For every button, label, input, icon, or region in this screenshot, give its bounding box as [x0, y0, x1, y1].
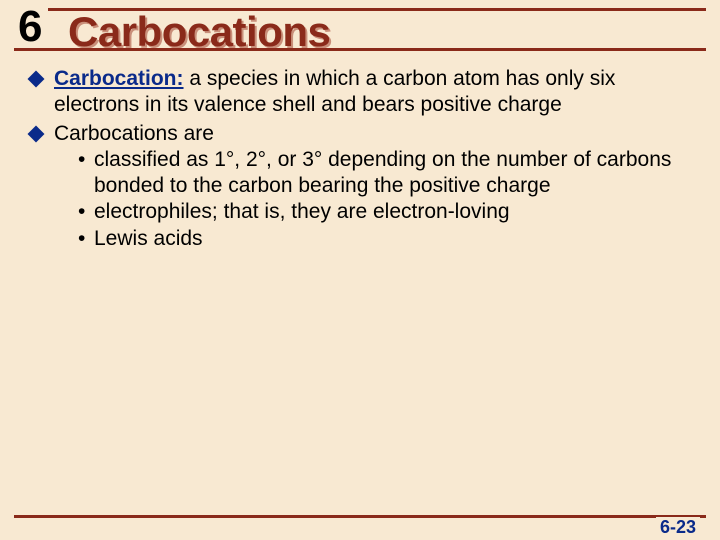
- diamond-bullet-icon: [28, 125, 45, 142]
- slide: 6 Carbocations Carbocation: a species in…: [0, 0, 720, 540]
- sub-text: electrophiles; that is, they are electro…: [94, 199, 690, 225]
- dot-bullet-icon: •: [78, 199, 94, 225]
- dot-bullet-icon: •: [78, 147, 94, 173]
- chapter-number: 6: [14, 5, 48, 49]
- bullet-lead-text: Carbocations are: [54, 122, 214, 145]
- sub-text: Lewis acids: [94, 226, 690, 252]
- content-area: Carbocation: a species in which a carbon…: [30, 66, 690, 254]
- bullet-item: Carbocation: a species in which a carbon…: [30, 66, 690, 119]
- bullet-text: Carbocations are • classified as 1°, 2°,…: [54, 121, 690, 252]
- header-rule-bottom: [14, 48, 706, 51]
- page-number: 6-23: [656, 517, 700, 538]
- sub-item: • Lewis acids: [78, 226, 690, 252]
- term: Carbocation:: [54, 67, 184, 90]
- sub-item: • electrophiles; that is, they are elect…: [78, 199, 690, 225]
- sub-item: • classified as 1°, 2°, or 3° depending …: [78, 147, 690, 200]
- sub-list: • classified as 1°, 2°, or 3° depending …: [78, 147, 690, 252]
- bullet-text: Carbocation: a species in which a carbon…: [54, 66, 690, 119]
- footer-rule: [14, 515, 706, 518]
- diamond-bullet-icon: [28, 71, 45, 88]
- dot-bullet-icon: •: [78, 226, 94, 252]
- bullet-item: Carbocations are • classified as 1°, 2°,…: [30, 121, 690, 252]
- sub-text: classified as 1°, 2°, or 3° depending on…: [94, 147, 690, 200]
